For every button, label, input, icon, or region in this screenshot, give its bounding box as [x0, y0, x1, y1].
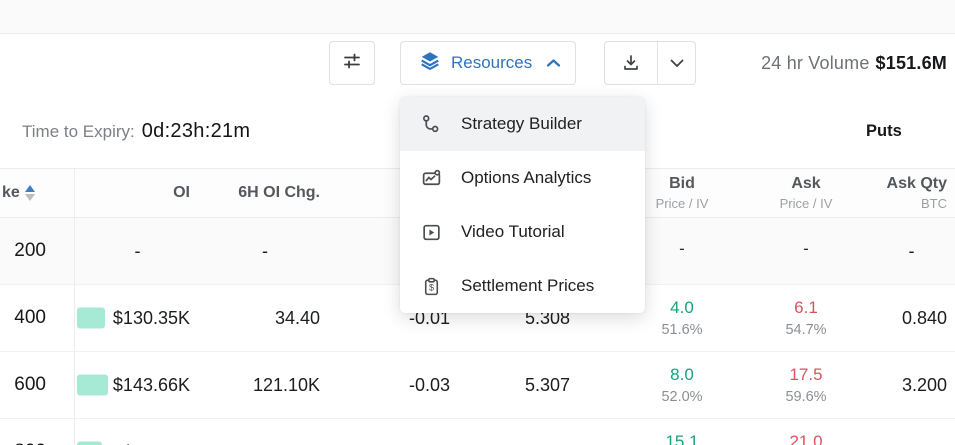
strike-value: 800	[14, 441, 46, 445]
ask-iv: 59.6%	[785, 389, 827, 405]
button-divider	[657, 42, 658, 84]
sort-icon[interactable]	[24, 185, 35, 201]
strike-value: 200	[14, 240, 46, 261]
strategy-builder-icon	[421, 114, 442, 135]
menu-item-settlement-prices[interactable]: $ Settlement Prices	[400, 259, 645, 313]
oi-value: $84.54K	[123, 442, 190, 445]
ask-qty-value: 3.200	[901, 374, 947, 395]
ask-qty-value: -	[908, 240, 915, 261]
oi-column-header[interactable]: OI	[173, 184, 190, 201]
menu-item-label: Settlement Prices	[461, 276, 595, 295]
ask-price: 21.0	[789, 432, 823, 445]
ask-column-header[interactable]: Ask Price / IV	[779, 175, 833, 211]
layers-icon	[419, 50, 441, 77]
oi-depth-bar	[77, 441, 102, 445]
bid-column-header[interactable]: Bid Price / IV	[655, 175, 709, 211]
ask-price: 6.1	[794, 298, 818, 317]
ask-qty-column-header[interactable]: Ask Qty BTC	[886, 175, 947, 211]
menu-item-label: Options Analytics	[461, 168, 592, 187]
chevron-up-icon	[546, 53, 561, 73]
oi-value: -	[134, 240, 141, 261]
bid-price: 8.0	[670, 365, 694, 384]
svg-text:$: $	[429, 282, 434, 292]
bid-cell[interactable]: -	[620, 218, 744, 284]
table-row[interactable]: 600 $143.66K 121.10K -0.03 5.307 8.0 52.0…	[0, 352, 955, 419]
oi-value: $130.35K	[112, 307, 190, 328]
volume-value: $151.6M	[875, 53, 947, 73]
volume-label: 24 hr Volume	[761, 53, 870, 73]
settlement-prices-icon: $	[421, 276, 442, 297]
oi-depth-bar	[77, 307, 105, 329]
ask-price: -	[803, 238, 809, 258]
ask-cell[interactable]: 6.1 54.7%	[744, 285, 868, 351]
ask-price: 17.5	[789, 365, 823, 384]
menu-item-options-analytics[interactable]: Options Analytics	[400, 151, 645, 205]
options-analytics-icon	[421, 168, 442, 189]
oi-change-column-header[interactable]: 6H OI Chg.	[238, 184, 320, 201]
oi-change-value: 81.05K	[263, 442, 320, 445]
menu-item-label: Strategy Builder	[461, 114, 582, 133]
menu-item-video-tutorial[interactable]: Video Tutorial	[400, 205, 645, 259]
oi-change-value: 34.40	[274, 307, 320, 328]
filter-settings-button[interactable]	[329, 41, 375, 85]
oi-change-value: 121.10K	[252, 374, 320, 395]
resources-dropdown-menu: Strategy Builder Options Analytics Video…	[400, 97, 645, 313]
bid-cell[interactable]: 8.0 52.0%	[620, 352, 744, 418]
download-split-button[interactable]	[604, 41, 696, 85]
top-band	[0, 0, 955, 34]
ask-qty-value: 0.840	[901, 307, 947, 328]
time-to-expiry-value: 0d:23h:21m	[141, 120, 251, 142]
volume-24h: 24 hr Volume $151.6M	[761, 53, 947, 74]
bid-iv: 51.6%	[661, 322, 703, 338]
strike-header-label: ke	[2, 184, 20, 201]
menu-item-label: Video Tutorial	[461, 222, 565, 241]
resources-button-label: Resources	[451, 53, 533, 72]
video-tutorial-icon	[421, 222, 442, 243]
time-to-expiry-label: Time to Expiry:	[22, 122, 135, 141]
resources-button[interactable]: Resources	[400, 41, 576, 85]
ask-cell[interactable]: 17.5 59.6%	[744, 352, 868, 418]
oi-change-value: -	[262, 240, 268, 261]
table-row[interactable]: 800 $84.54K 81.05K -0.05 0.655 15.152.5%…	[0, 419, 955, 445]
strike-column-header[interactable]: ke	[0, 169, 75, 217]
ask-iv: 54.7%	[785, 322, 827, 338]
bid-cell[interactable]: 4.0 51.6%	[620, 285, 744, 351]
puts-section-label: Puts	[866, 122, 902, 140]
strike-value: 400	[14, 307, 46, 328]
download-icon[interactable]	[605, 42, 657, 84]
time-to-expiry: Time to Expiry: 0d:23h:21m	[22, 120, 250, 143]
bid-price: -	[679, 238, 685, 258]
ask-qty-value: 0.050	[902, 442, 947, 445]
bid-cell[interactable]: 15.152.5%	[620, 419, 744, 445]
sliders-icon	[342, 51, 362, 76]
bid-iv: 52.0%	[661, 389, 703, 405]
bid-price: 15.1	[665, 432, 699, 445]
chevron-down-icon[interactable]	[658, 42, 695, 84]
oi-value: $143.66K	[112, 374, 190, 395]
bid-price: 4.0	[670, 298, 694, 317]
ask-cell[interactable]: 21.059.9%	[744, 419, 868, 445]
oi-depth-bar	[77, 374, 108, 396]
menu-item-strategy-builder[interactable]: Strategy Builder	[400, 97, 645, 151]
strike-value: 600	[14, 374, 46, 395]
ask-cell[interactable]: -	[744, 218, 868, 284]
